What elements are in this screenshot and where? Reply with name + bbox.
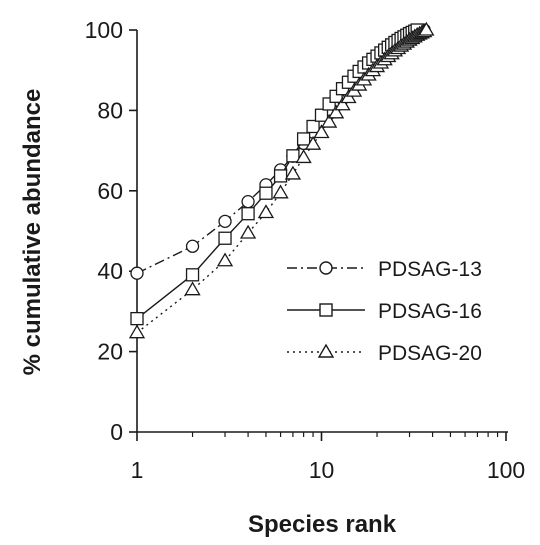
point-square <box>314 108 329 122</box>
legend: PDSAG-13 PDSAG-16 PDSAG-20 <box>287 258 482 365</box>
y-tick-label: 20 <box>97 339 123 365</box>
point-triangle <box>304 135 322 150</box>
point-circle <box>130 266 144 280</box>
x-tick-label: 10 <box>309 457 335 483</box>
point-circle <box>185 239 200 253</box>
point-triangle <box>418 21 435 36</box>
point-triangle <box>216 252 234 267</box>
y-tick-label: 40 <box>97 258 123 284</box>
legend-label-pdsag-16: PDSAG-16 <box>378 300 482 323</box>
point-circle <box>241 195 255 209</box>
point-triangle <box>257 204 275 219</box>
point-triangle <box>184 281 201 296</box>
point-triangle <box>295 149 312 164</box>
point-circle <box>218 214 232 229</box>
legend-entry-pdsag-16: PDSAG-16 <box>287 300 482 323</box>
point-square <box>296 132 311 146</box>
x-tick-label: 1 <box>131 457 144 483</box>
point-triangle <box>327 104 345 119</box>
legend-label-pdsag-13: PDSAG-13 <box>378 258 482 281</box>
y-tick-label: 100 <box>85 17 123 43</box>
point-square <box>241 207 255 221</box>
legend-marker-circle <box>319 261 333 275</box>
point-triangle <box>272 184 289 199</box>
point-square <box>306 119 320 134</box>
point-square <box>259 186 273 200</box>
point-triangle <box>128 324 146 339</box>
x-tick-label: 100 <box>487 457 525 483</box>
y-tick-label: 80 <box>97 97 123 123</box>
point-triangle <box>239 224 257 239</box>
point-square <box>273 169 288 183</box>
x-axis-label: Species rank <box>248 511 397 538</box>
y-tick-label: 0 <box>110 419 123 445</box>
point-triangle <box>284 165 302 180</box>
point-square <box>218 231 232 245</box>
legend-marker-square <box>319 303 333 317</box>
legend-entry-pdsag-20: PDSAG-20 <box>287 342 482 365</box>
point-triangle <box>313 124 330 139</box>
legend-marker-triangle <box>317 343 335 358</box>
axes <box>136 30 508 433</box>
y-tick-label: 60 <box>97 178 123 204</box>
point-square <box>185 268 200 282</box>
point-square <box>286 149 300 163</box>
series-pdsag-20 <box>128 21 435 339</box>
legend-entry-pdsag-13: PDSAG-13 <box>287 258 482 281</box>
legend-label-pdsag-20: PDSAG-20 <box>378 342 482 365</box>
point-square <box>130 311 144 326</box>
series-layer <box>128 21 435 339</box>
ticks: 0 20 40 60 80 100 1 10 100 <box>85 17 526 483</box>
point-triangle <box>321 113 338 128</box>
y-axis-label: % cumulative abundance <box>19 89 46 376</box>
point-triangle <box>334 96 351 111</box>
